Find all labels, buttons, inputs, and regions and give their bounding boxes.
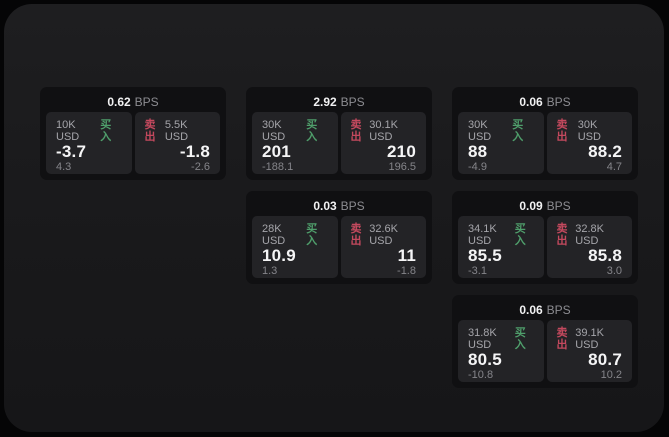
sell-tag: 卖出 [350, 119, 362, 143]
sell-size: 30.1K USD [369, 119, 398, 143]
sell-tag: 卖出 [350, 223, 362, 247]
buy-size: 30K USD [262, 119, 286, 143]
buy-tag: 买入 [514, 223, 526, 247]
sell-size: 5.5K USD [164, 119, 189, 143]
quote-card: 2.92 BPS 30K USD 买入 201 -188.1 卖出 30.1K U… [246, 87, 432, 180]
spread-value: 2.92 [313, 95, 337, 109]
sell-panel[interactable]: 卖出 30K USD 88.2 4.7 [546, 112, 632, 174]
buy-price: -3.7 [56, 142, 87, 161]
buy-panel[interactable]: 30K USD 买入 201 -188.1 [252, 112, 338, 174]
buy-size: 10K USD [56, 119, 80, 143]
buy-delta: -4.9 [468, 161, 487, 173]
buy-price: 10.9 [262, 246, 296, 265]
buy-delta: -188.1 [262, 161, 294, 173]
sell-size: 32.6K USD [369, 223, 398, 247]
buy-panel[interactable]: 28K USD 买入 10.9 1.3 [252, 216, 338, 278]
quote-panels: 10K USD 买入 -3.7 4.3 卖出 5.5K USD -1.8 -2.… [46, 112, 220, 174]
spread-unit-label: BPS [134, 95, 159, 109]
buy-tag: 买入 [514, 327, 526, 351]
sell-delta: 4.7 [606, 161, 622, 173]
sell-size: 39.1K USD [575, 327, 604, 351]
sell-panel[interactable]: 卖出 32.8K USD 85.8 3.0 [546, 216, 632, 278]
buy-tag: 买入 [306, 223, 318, 247]
buy-panel[interactable]: 30K USD 买入 88 -4.9 [458, 112, 544, 174]
buy-tag: 买入 [306, 119, 318, 143]
buy-tag: 买入 [100, 119, 112, 143]
buy-panel[interactable]: 31.8K USD 买入 80.5 -10.8 [458, 320, 544, 382]
quote-card: 0.03 BPS 28K USD 买入 10.9 1.3 卖出 32.6K USD… [246, 191, 432, 284]
sell-price: 80.7 [588, 350, 622, 369]
sell-panel[interactable]: 卖出 5.5K USD -1.8 -2.6 [134, 112, 220, 174]
spread-header: 0.06 BPS [458, 300, 632, 320]
quote-panels: 31.8K USD 买入 80.5 -10.8 卖出 39.1K USD 80.… [458, 320, 632, 382]
sell-price: 85.8 [588, 246, 622, 265]
spread-value: 0.09 [519, 199, 543, 213]
sell-tag: 卖出 [144, 119, 156, 143]
app-surface: 0.62 BPS 10K USD 买入 -3.7 4.3 卖出 5.5K USD … [4, 4, 664, 432]
spread-unit-label: BPS [340, 95, 365, 109]
quote-card: 0.09 BPS 34.1K USD 买入 85.5 -3.1 卖出 32.8K … [452, 191, 638, 284]
spread-unit-label: BPS [546, 303, 571, 317]
spread-unit-label: BPS [340, 199, 365, 213]
sell-tag: 卖出 [556, 327, 568, 351]
spread-value: 0.03 [313, 199, 337, 213]
sell-delta: 3.0 [606, 265, 622, 277]
spread-header: 0.62 BPS [46, 92, 220, 112]
buy-delta: -3.1 [468, 265, 487, 277]
quote-panels: 34.1K USD 买入 85.5 -3.1 卖出 32.8K USD 85.8… [458, 216, 632, 278]
buy-price: 80.5 [468, 350, 502, 369]
buy-delta: -10.8 [468, 369, 494, 381]
quote-card: 0.06 BPS 30K USD 买入 88 -4.9 卖出 30K USD 88… [452, 87, 638, 180]
sell-size: 32.8K USD [575, 223, 604, 247]
spread-unit-label: BPS [546, 199, 571, 213]
sell-tag: 卖出 [556, 119, 568, 143]
spread-header: 0.06 BPS [458, 92, 632, 112]
quote-card: 0.06 BPS 31.8K USD 买入 80.5 -10.8 卖出 39.1K… [452, 295, 638, 388]
sell-panel[interactable]: 卖出 32.6K USD 11 -1.8 [340, 216, 426, 278]
cards-grid: 0.62 BPS 10K USD 买入 -3.7 4.3 卖出 5.5K USD … [40, 87, 638, 388]
quote-panels: 30K USD 买入 201 -188.1 卖出 30.1K USD 210 1… [252, 112, 426, 174]
buy-delta: 4.3 [56, 161, 72, 173]
buy-panel[interactable]: 10K USD 买入 -3.7 4.3 [46, 112, 132, 174]
quote-card: 0.62 BPS 10K USD 买入 -3.7 4.3 卖出 5.5K USD … [40, 87, 226, 180]
spread-unit-label: BPS [546, 95, 571, 109]
sell-delta: -2.6 [191, 161, 210, 173]
buy-tag: 买入 [512, 119, 524, 143]
quote-panels: 28K USD 买入 10.9 1.3 卖出 32.6K USD 11 -1.8 [252, 216, 426, 278]
sell-size: 30K USD [577, 119, 601, 143]
sell-delta: -1.8 [397, 265, 416, 277]
buy-price: 201 [262, 142, 291, 161]
sell-price: 210 [387, 142, 416, 161]
spread-header: 0.03 BPS [252, 196, 426, 216]
buy-price: 88 [468, 142, 488, 161]
sell-price: 11 [397, 246, 416, 265]
buy-size: 28K USD [262, 223, 286, 247]
sell-tag: 卖出 [556, 223, 568, 247]
sell-delta: 196.5 [388, 161, 416, 173]
buy-panel[interactable]: 34.1K USD 买入 85.5 -3.1 [458, 216, 544, 278]
spread-header: 2.92 BPS [252, 92, 426, 112]
sell-panel[interactable]: 卖出 39.1K USD 80.7 10.2 [546, 320, 632, 382]
spread-value: 0.06 [519, 303, 543, 317]
buy-delta: 1.3 [262, 265, 278, 277]
spread-value: 0.06 [519, 95, 543, 109]
spread-header: 0.09 BPS [458, 196, 632, 216]
sell-panel[interactable]: 卖出 30.1K USD 210 196.5 [340, 112, 426, 174]
quote-panels: 30K USD 买入 88 -4.9 卖出 30K USD 88.2 4.7 [458, 112, 632, 174]
spread-value: 0.62 [107, 95, 131, 109]
sell-price: 88.2 [588, 142, 622, 161]
sell-price: -1.8 [179, 142, 210, 161]
sell-delta: 10.2 [600, 369, 622, 381]
buy-price: 85.5 [468, 246, 502, 265]
buy-size: 30K USD [468, 119, 492, 143]
buy-size: 31.8K USD [468, 327, 497, 351]
buy-size: 34.1K USD [468, 223, 497, 247]
